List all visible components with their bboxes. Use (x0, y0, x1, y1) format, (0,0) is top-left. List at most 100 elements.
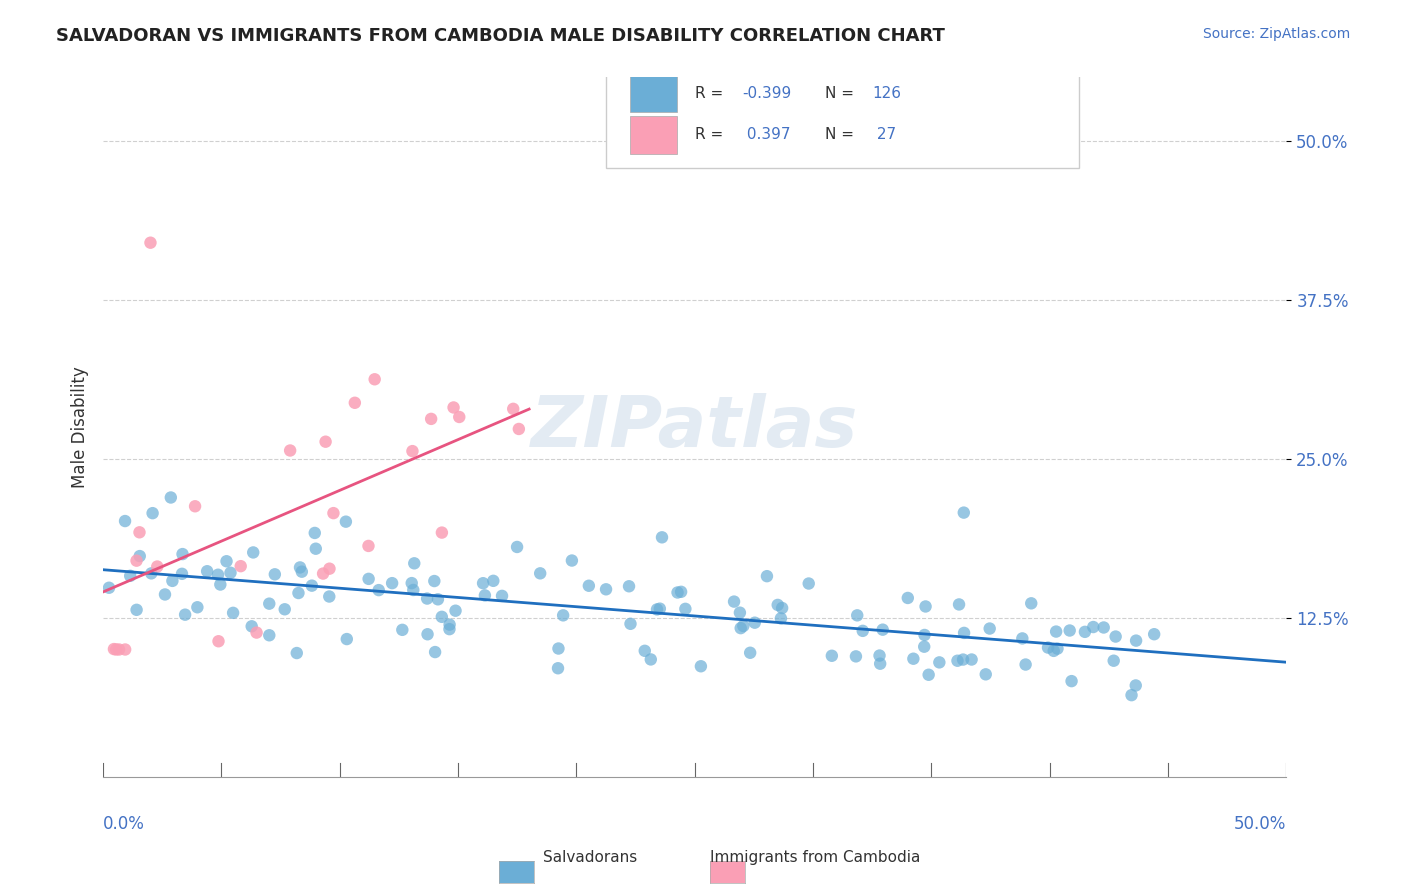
Point (869, 657, 891, 671)
Point (207, 567, 229, 582)
Point (315, 434, 337, 449)
Point (948, 598, 970, 612)
Point (105, 642, 128, 657)
Point (914, 628, 936, 642)
Point (125, 603, 148, 617)
Point (430, 525, 453, 540)
Point (416, 627, 439, 641)
Point (335, 515, 357, 529)
Point (259, 597, 281, 611)
Text: ZIPatlas: ZIPatlas (531, 392, 859, 461)
Text: SALVADORAN VS IMMIGRANTS FROM CAMBODIA MALE DISABILITY CORRELATION CHART: SALVADORAN VS IMMIGRANTS FROM CAMBODIA M… (56, 27, 945, 45)
Point (1092, 620, 1115, 634)
Point (404, 557, 426, 571)
Point (120, 569, 142, 583)
Point (215, 554, 238, 568)
Point (172, 547, 194, 561)
Point (1125, 678, 1147, 692)
Point (114, 514, 136, 528)
Point (291, 565, 314, 579)
Point (482, 574, 505, 588)
Text: N =: N = (825, 86, 859, 101)
Point (508, 422, 530, 436)
Point (402, 582, 425, 597)
Point (357, 572, 380, 586)
Bar (630, 74, 678, 112)
Text: R =: R = (695, 128, 728, 142)
FancyBboxPatch shape (606, 56, 1080, 169)
Point (852, 624, 875, 638)
Point (245, 625, 267, 640)
Point (381, 576, 404, 591)
Point (1143, 627, 1166, 641)
Point (561, 553, 583, 567)
Point (651, 530, 673, 544)
Point (903, 651, 925, 665)
Point (367, 583, 389, 598)
Point (979, 622, 1001, 636)
Point (443, 401, 465, 415)
Point (430, 610, 453, 624)
Point (207, 634, 229, 648)
Text: N =: N = (825, 128, 859, 142)
Point (285, 646, 308, 660)
Point (952, 652, 974, 666)
Point (174, 607, 197, 622)
Point (301, 579, 323, 593)
Point (1060, 674, 1083, 689)
Point (1104, 630, 1126, 644)
Point (141, 566, 163, 581)
Point (617, 579, 640, 593)
Point (401, 444, 423, 458)
Point (770, 601, 793, 615)
Point (578, 579, 600, 593)
Point (128, 549, 150, 563)
Point (304, 525, 326, 540)
Point (690, 659, 713, 673)
Point (423, 574, 446, 588)
Point (229, 559, 252, 574)
Point (897, 591, 920, 605)
Point (449, 409, 471, 424)
Point (170, 566, 193, 581)
Point (439, 617, 461, 632)
Point (222, 606, 245, 620)
Point (645, 602, 668, 616)
Point (1036, 640, 1059, 655)
Point (846, 608, 869, 623)
Point (1083, 620, 1105, 634)
Point (547, 661, 569, 675)
Point (723, 594, 745, 608)
Point (240, 619, 263, 633)
Point (305, 541, 328, 556)
Point (821, 648, 844, 663)
Point (952, 506, 974, 520)
Y-axis label: Male Disability: Male Disability (72, 366, 89, 488)
Point (322, 506, 344, 520)
Point (869, 648, 891, 663)
Point (186, 600, 208, 615)
Point (416, 591, 439, 606)
Point (491, 589, 513, 603)
Point (114, 642, 136, 657)
Point (439, 622, 461, 636)
Point (1125, 633, 1147, 648)
Point (242, 545, 264, 559)
Point (797, 576, 820, 591)
Point (474, 588, 496, 602)
Point (730, 621, 752, 635)
Point (128, 525, 150, 540)
Point (363, 372, 385, 386)
Point (391, 623, 413, 637)
Point (946, 654, 969, 668)
Text: 0.397: 0.397 (742, 128, 790, 142)
Point (108, 642, 131, 657)
Point (263, 567, 285, 582)
Point (153, 587, 176, 601)
Point (103, 642, 125, 657)
Point (974, 667, 997, 681)
Point (1011, 632, 1033, 646)
Text: 27: 27 (872, 128, 897, 142)
Text: Source: ZipAtlas.com: Source: ZipAtlas.com (1202, 27, 1350, 41)
Text: Salvadorans: Salvadorans (543, 850, 638, 865)
